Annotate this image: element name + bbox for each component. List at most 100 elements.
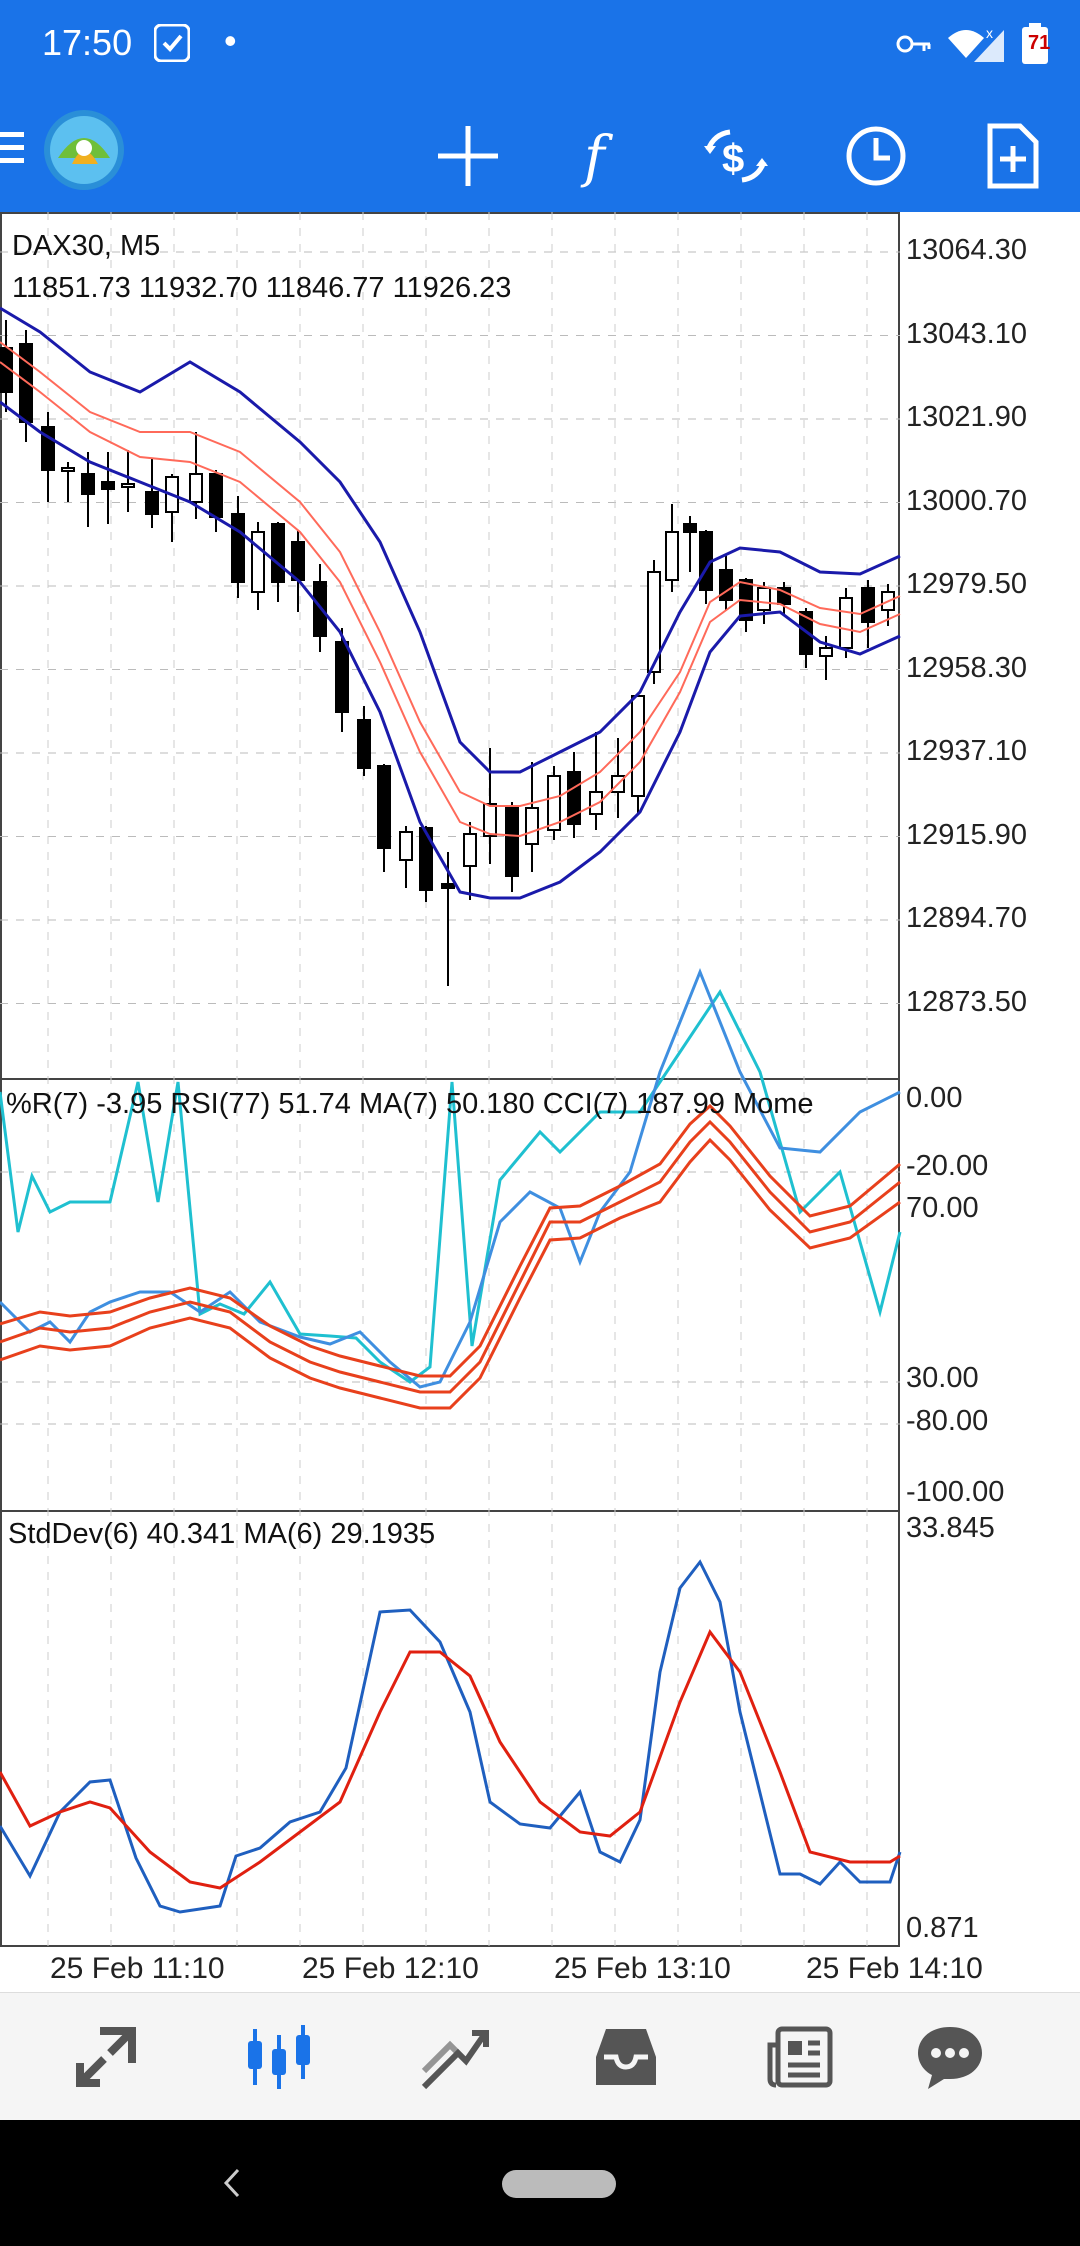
price-axis-label: 12873.50 — [906, 985, 1027, 1018]
metatrader-logo-icon[interactable] — [42, 108, 126, 192]
stddev-axis-label: 0.871 — [906, 1912, 979, 1944]
price-axis-label: 12915.90 — [906, 818, 1027, 851]
oscillator-axis-label: 70.00 — [906, 1192, 979, 1224]
main-panel-frame — [0, 212, 900, 1080]
trade-icon — [421, 2030, 489, 2090]
oscillator-axis-label: -100.00 — [906, 1476, 1005, 1508]
chart-canvas[interactable] — [0, 212, 1080, 1992]
price-axis-label: 13000.70 — [906, 484, 1027, 517]
candle-body — [525, 807, 539, 845]
stddev-axis-label: 33.845 — [906, 1512, 995, 1544]
candle-body — [463, 833, 477, 867]
vpn-key-icon — [896, 35, 931, 53]
crosshair-icon[interactable] — [432, 120, 504, 192]
system-navigation-bar — [0, 2120, 1080, 2246]
williams-r-line — [0, 989, 902, 1384]
news-icon — [767, 2026, 833, 2088]
candle-body — [291, 541, 305, 581]
status-time: 17:50 — [42, 22, 133, 63]
nav-trade[interactable] — [414, 2017, 494, 2097]
status-bar: 17:50 • x 71 — [0, 0, 1080, 88]
battery-icon: 71 — [1020, 23, 1050, 65]
timeframe-clock-icon[interactable] — [840, 120, 912, 192]
history-inbox-icon — [596, 2029, 656, 2085]
candle-body — [547, 775, 561, 831]
candle-body — [631, 695, 645, 797]
bottom-navigation — [0, 1992, 1080, 2121]
time-axis-label: 25 Feb 11:10 — [50, 1952, 225, 1985]
band-mid-lower-line — [0, 361, 901, 838]
candle-body — [839, 597, 853, 649]
rsi-line — [0, 967, 901, 1389]
time-axis-label: 25 Feb 14:10 — [806, 1952, 983, 1985]
svg-text:f: f — [580, 125, 614, 190]
candle-body — [665, 531, 679, 581]
band-upper-line — [0, 306, 901, 774]
candle-body — [505, 805, 519, 877]
ohlc-values-label: 11851.73 11932.70 11846.77 11926.23 — [12, 272, 512, 304]
candle-body — [719, 569, 733, 601]
candle-body — [419, 827, 433, 891]
time-axis-label: 25 Feb 12:10 — [302, 1952, 479, 1985]
oscillator-axis-label: -20.00 — [906, 1150, 989, 1182]
battery-level: 71 — [1028, 32, 1051, 54]
ma-line — [0, 1119, 901, 1394]
candle-body — [209, 473, 223, 518]
candle-body — [271, 523, 285, 583]
svg-text:x: x — [986, 25, 993, 41]
oscillator-axis-label: 0.00 — [906, 1082, 963, 1114]
candle-body — [757, 587, 771, 611]
chart-area[interactable]: DAX30, M5 11851.73 11932.70 11846.77 119… — [0, 212, 1080, 1992]
stddev-ma-line — [0, 1629, 901, 1890]
candle-body — [189, 473, 203, 503]
price-axis-label: 13021.90 — [906, 401, 1027, 433]
candle-body — [777, 587, 791, 605]
ma-line — [0, 1103, 901, 1378]
price-axis-label: 12979.50 — [906, 568, 1027, 600]
candle-body — [647, 571, 661, 673]
candle-body — [145, 491, 159, 515]
nav-history[interactable] — [586, 2017, 666, 2097]
candle-body — [251, 531, 265, 593]
band-lower-line — [0, 400, 901, 900]
candle-body — [399, 831, 413, 861]
symbol-timeframe-label: DAX30, M5 — [12, 230, 161, 262]
wifi-signal-icon: x — [948, 25, 1004, 62]
stddev-line — [0, 1559, 902, 1914]
indicators-f-icon[interactable]: f — [566, 120, 638, 192]
svg-text:$: $ — [722, 137, 744, 181]
oscillator-header: %R(7) -3.95 RSI(77) 51.74 MA(7) 50.180 C… — [6, 1088, 814, 1120]
price-axis-label: 12958.30 — [906, 651, 1027, 684]
home-pill-button[interactable] — [502, 2170, 616, 2198]
oscillator-axis-label: 30.00 — [906, 1362, 979, 1394]
candle-body — [483, 803, 497, 837]
app-toolbar — [0, 88, 1080, 212]
chart-icon — [248, 2025, 310, 2089]
band-mid-upper-line — [0, 341, 901, 807]
nav-chat[interactable] — [910, 2017, 990, 2097]
candle-body — [61, 467, 75, 472]
trade-dollar-icon[interactable]: $ — [700, 120, 772, 192]
candle-body — [357, 719, 371, 769]
price-axis-label: 13043.10 — [906, 317, 1027, 350]
price-axis-label: 13064.30 — [906, 234, 1027, 266]
shield-badge-icon — [154, 24, 190, 62]
candle-body — [861, 587, 875, 623]
back-icon[interactable] — [222, 2168, 242, 2198]
candle-body — [101, 481, 115, 490]
nav-quotes[interactable] — [66, 2017, 146, 2097]
menu-icon[interactable] — [0, 130, 26, 166]
nav-news[interactable] — [760, 2017, 840, 2097]
ma-line — [0, 1137, 901, 1410]
nav-chart[interactable] — [240, 2017, 320, 2097]
candle-body — [81, 473, 95, 495]
price-axis-label: 12894.70 — [906, 902, 1027, 934]
candle-body — [441, 883, 455, 889]
candle-body — [683, 523, 697, 533]
oscillator-axis-label: -80.00 — [906, 1405, 989, 1437]
candle-body — [121, 483, 135, 488]
new-document-icon[interactable] — [976, 120, 1048, 192]
candle-body — [335, 641, 349, 713]
price-axis-label: 12937.10 — [906, 735, 1027, 767]
candle-body — [819, 647, 833, 657]
